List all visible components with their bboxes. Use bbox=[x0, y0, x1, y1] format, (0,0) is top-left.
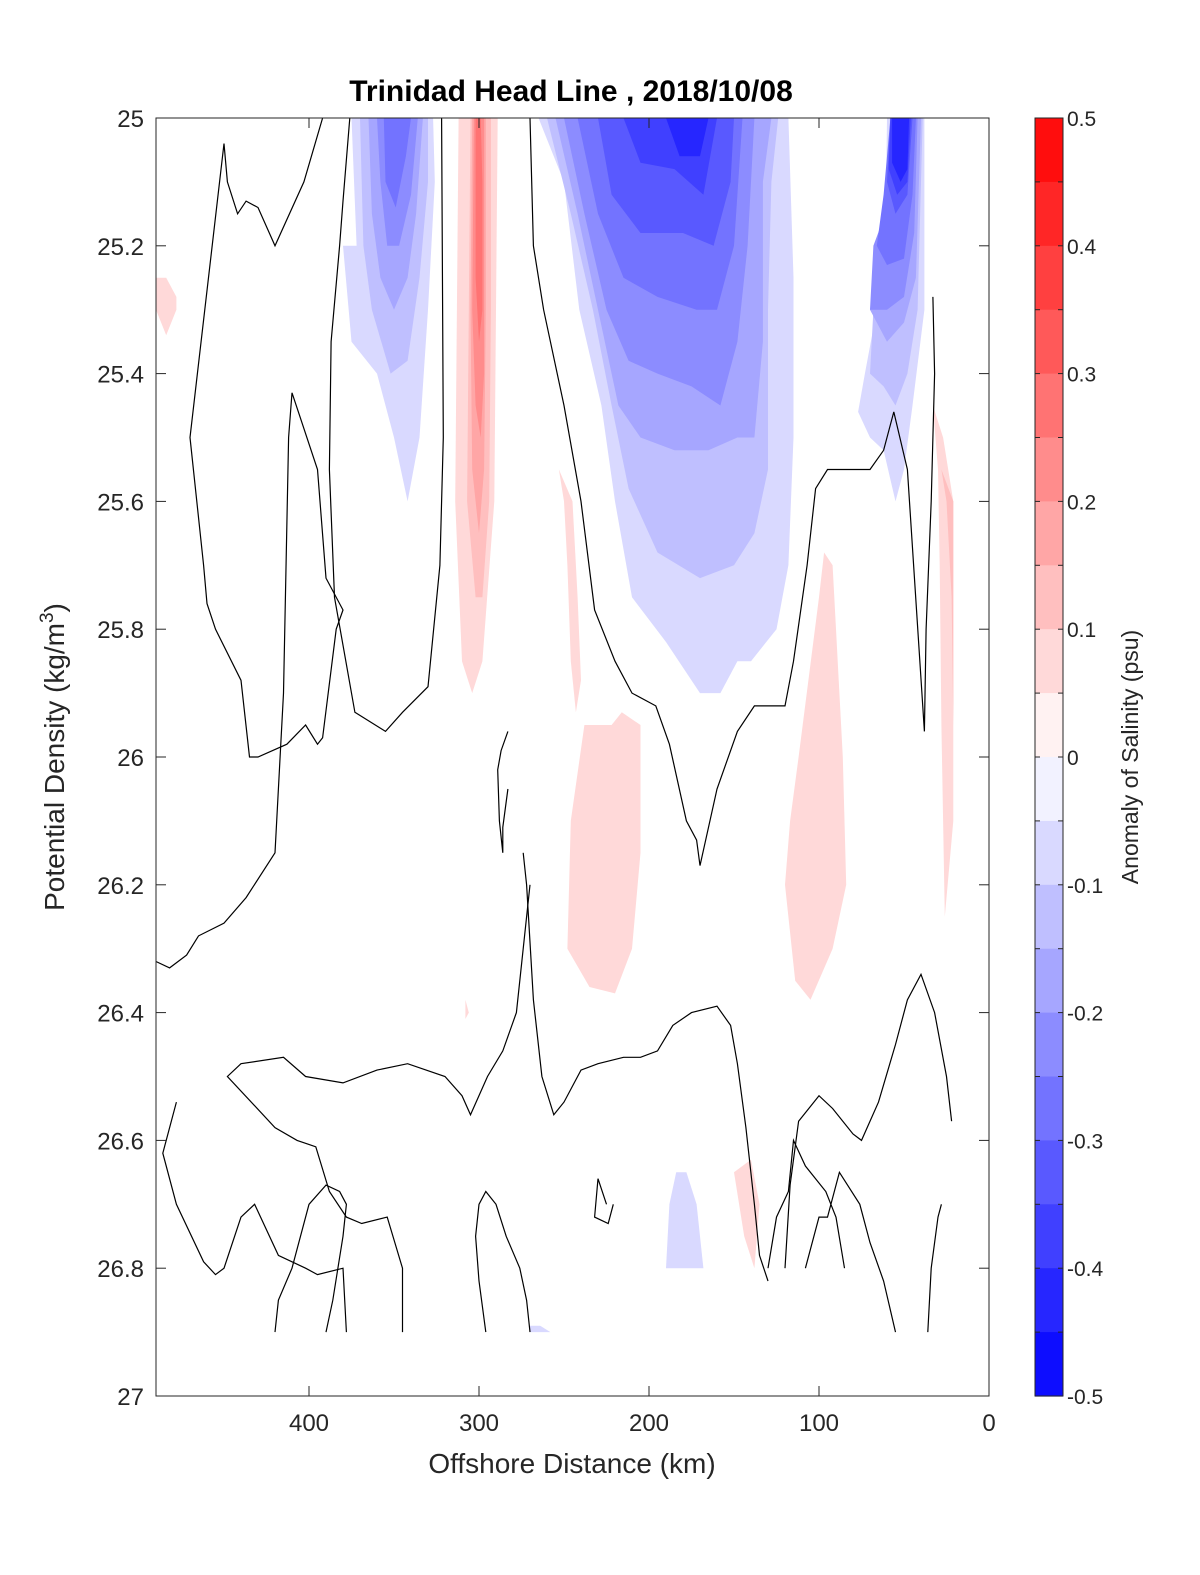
chart-title: Trinidad Head Line , 2018/10/08 bbox=[349, 75, 793, 108]
colorbar-band-11 bbox=[1035, 820, 1063, 886]
colorbar-tick-label-6: -0.1 bbox=[1067, 875, 1103, 898]
y-tick-label-9: 26.8 bbox=[97, 1256, 144, 1283]
colorbar-band-1 bbox=[1035, 181, 1063, 247]
colorbar: 0.5 0.4 0.3 0.2 0.1 0 -0.1 -0.2 -0.3 -0.4 -0.5 bbox=[1034, 108, 1104, 1409]
x-tick-label-1: 300 bbox=[459, 1410, 499, 1437]
filled-contour-region-35 bbox=[892, 118, 910, 182]
colorbar-band-17 bbox=[1035, 1204, 1063, 1269]
x-tick-label-2: 200 bbox=[629, 1410, 669, 1437]
zero-contour-line-3 bbox=[497, 731, 509, 853]
y-tick-label-5: 26 bbox=[117, 745, 144, 772]
colorbar-band-8 bbox=[1035, 629, 1063, 694]
filled-contour-layer bbox=[156, 118, 954, 1333]
zero-contour-line-12 bbox=[274, 1184, 348, 1333]
zero-contour-line-6 bbox=[226, 884, 531, 1333]
x-tick-label-3: 100 bbox=[799, 1410, 839, 1437]
y-tick-label-8: 26.6 bbox=[97, 1128, 144, 1155]
colorbar-tick-label-10: -0.5 bbox=[1067, 1386, 1103, 1409]
colorbar-band-7 bbox=[1035, 565, 1063, 630]
y-tick-label-2: 25.4 bbox=[97, 362, 144, 389]
colorbar-tick-label-3: 0.2 bbox=[1067, 491, 1096, 514]
zero-contour-line-9 bbox=[767, 1138, 846, 1269]
colorbar-band-4 bbox=[1035, 373, 1063, 439]
y-tick-label-10: 27 bbox=[117, 1384, 144, 1411]
filled-contour-region-37 bbox=[530, 1325, 551, 1333]
zero-contour-line-11 bbox=[927, 1204, 942, 1333]
zero-contour-line-10 bbox=[804, 1170, 897, 1333]
y-tick-label-4: 25.8 bbox=[97, 617, 144, 644]
colorbar-tick-label-4: 0.1 bbox=[1067, 619, 1096, 642]
zero-contour-layer bbox=[155, 117, 953, 1333]
colorbar-band-9 bbox=[1035, 693, 1063, 758]
y-tick-label-0: 25 bbox=[117, 106, 144, 133]
colorbar-label: Anomaly of Salinity (psu) bbox=[1117, 630, 1143, 884]
zero-contour-line-5 bbox=[162, 1101, 347, 1333]
filled-contour-region-14 bbox=[941, 469, 954, 725]
filled-contour-region-11 bbox=[465, 999, 469, 1019]
zero-contour-line-2 bbox=[529, 117, 936, 866]
colorbar-band-18 bbox=[1035, 1268, 1063, 1333]
filled-contour-region-19 bbox=[383, 118, 411, 208]
zero-contour-line-4 bbox=[522, 852, 769, 1282]
zero-contour-line-13 bbox=[474, 1190, 531, 1333]
colorbar-band-5 bbox=[1035, 437, 1063, 502]
filled-contour-region-10 bbox=[785, 552, 847, 1000]
colorbar-band-15 bbox=[1035, 1076, 1063, 1141]
filled-contour-region-36 bbox=[666, 1172, 704, 1269]
y-tick-label-3: 25.6 bbox=[97, 489, 144, 516]
colorbar-tick-label-1: 0.4 bbox=[1067, 236, 1097, 259]
colorbar-band-16 bbox=[1035, 1140, 1063, 1205]
colorbar-band-13 bbox=[1035, 948, 1063, 1014]
filled-contour-region-27 bbox=[666, 118, 709, 157]
colorbar-band-0 bbox=[1035, 118, 1063, 183]
filled-contour-region-8 bbox=[558, 469, 581, 713]
zero-contour-line-7 bbox=[593, 1178, 614, 1225]
filled-contour-region-7 bbox=[475, 118, 483, 342]
x-tick-label-0: 400 bbox=[289, 1410, 329, 1437]
x-axis-ticks: 400 300 200 100 0 bbox=[289, 118, 996, 1437]
plot-area bbox=[156, 118, 989, 1396]
zero-contour-line-1 bbox=[328, 117, 444, 733]
colorbar-band-10 bbox=[1035, 757, 1063, 822]
zero-contour-line-0 bbox=[155, 117, 344, 969]
x-tick-label-4: 0 bbox=[982, 1410, 995, 1437]
colorbar-band-14 bbox=[1035, 1012, 1063, 1078]
y-axis-ticks: 25 25.2 25.4 25.6 25.8 26 26.2 26.4 26.6 26.8 27 bbox=[97, 106, 989, 1411]
colorbar-tick-label-9: -0.4 bbox=[1067, 1258, 1104, 1281]
filled-contour-region-9 bbox=[567, 712, 641, 994]
y-axis-label-main: Potential Density (kg/m bbox=[39, 623, 70, 911]
colorbar-tick-label-5: 0 bbox=[1067, 747, 1079, 770]
y-axis-label-superscript: 3 bbox=[37, 612, 58, 623]
y-axis-label-end: ) bbox=[39, 603, 70, 612]
colorbar-band-19 bbox=[1035, 1332, 1063, 1397]
colorbar-band-12 bbox=[1035, 884, 1063, 950]
colorbar-band-3 bbox=[1035, 309, 1063, 375]
colorbar-band-6 bbox=[1035, 501, 1063, 566]
y-tick-label-1: 25.2 bbox=[97, 234, 144, 261]
colorbar-tick-label-0: 0.5 bbox=[1067, 108, 1096, 131]
y-tick-label-6: 26.2 bbox=[97, 873, 144, 900]
y-axis-label: Potential Density (kg/m3) bbox=[37, 603, 70, 911]
filled-contour-region-2 bbox=[156, 277, 177, 336]
filled-contour-region-12 bbox=[734, 1159, 760, 1269]
y-tick-label-7: 26.4 bbox=[97, 1001, 144, 1028]
x-axis-label: Offshore Distance (km) bbox=[428, 1448, 715, 1479]
colorbar-band-2 bbox=[1035, 245, 1063, 311]
colorbar-tick-label-8: -0.3 bbox=[1067, 1130, 1103, 1153]
zero-contour-line-8 bbox=[784, 972, 953, 1269]
colorbar-tick-label-2: 0.3 bbox=[1067, 364, 1096, 387]
colorbar-tick-label-7: -0.2 bbox=[1067, 1003, 1103, 1026]
